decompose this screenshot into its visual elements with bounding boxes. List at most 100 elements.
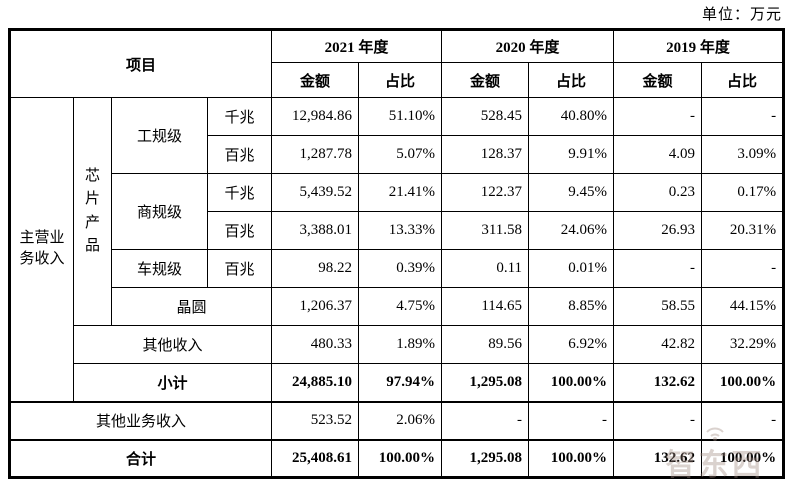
ratio-cell: 100.00% xyxy=(701,438,785,478)
row-industrial-gigabit: 主营业务收入 芯片产品 工规级 千兆 12,984.86 51.10% 528.… xyxy=(9,97,785,402)
ratio-cell: 5.07% xyxy=(358,135,443,174)
amount-cell: 25,408.61 xyxy=(271,438,360,478)
header-row-years: 项目 2021 年度 2020 年度 2019 年度 xyxy=(8,29,785,98)
label-total: 合计 xyxy=(8,438,273,478)
ratio-cell: 0.01% xyxy=(528,249,615,288)
label-other-business: 其他业务收入 xyxy=(8,400,273,440)
label-wafer: 晶圆 xyxy=(110,287,273,326)
row-automotive-hundred: 车规级 百兆 98.22 0.39% 0.11 0.01% - - xyxy=(10,249,785,288)
unit-label: 单位：万元 xyxy=(701,7,782,23)
amount-cell: 132.62 xyxy=(613,438,703,478)
ratio-cell: - xyxy=(528,400,615,440)
chip-products-text: 芯片产品 xyxy=(84,168,100,254)
row-total: 合计 25,408.61 100.00% 1,295.08 100.00% 13… xyxy=(8,438,785,478)
header-year-2019: 2019 年度 xyxy=(613,29,785,63)
ratio-cell: 9.91% xyxy=(528,135,615,174)
amount-cell: 58.55 xyxy=(613,287,703,326)
amount-cell: 89.56 xyxy=(441,325,530,364)
header-amount-2019: 金额 xyxy=(613,62,703,98)
label-hundred-mbit: 百兆 xyxy=(206,249,273,288)
amount-cell: 0.23 xyxy=(613,173,703,212)
amount-cell: 12,984.86 xyxy=(271,97,360,136)
header-item: 项目 xyxy=(8,29,273,98)
amount-cell: 1,295.08 xyxy=(441,363,530,402)
revenue-table: 项目 2021 年度 2020 年度 2019 年度 金额 占比 金额 占比 金… xyxy=(8,28,786,479)
header-year-2020: 2020 年度 xyxy=(441,29,615,63)
amount-cell: 3,388.01 xyxy=(271,211,360,250)
amount-cell: 128.37 xyxy=(441,135,530,174)
amount-cell: 0.11 xyxy=(441,249,530,288)
header-row-metrics: 金额 占比 金额 占比 金额 占比 xyxy=(10,62,785,98)
label-hundred-mbit: 百兆 xyxy=(206,211,273,250)
row-commercial-hundred: 百兆 3,388.01 13.33% 311.58 24.06% 26.93 2… xyxy=(10,211,785,250)
amount-cell: 98.22 xyxy=(271,249,360,288)
label-hundred-mbit: 百兆 xyxy=(206,135,273,174)
label-automotive-grade: 车规级 xyxy=(111,249,208,288)
ratio-cell: 51.10% xyxy=(358,97,443,136)
ratio-cell: 21.41% xyxy=(358,173,443,212)
label-chip-products: 芯片产品 xyxy=(73,97,112,326)
ratio-cell: 9.45% xyxy=(528,173,615,212)
amount-cell: 311.58 xyxy=(441,211,530,250)
amount-cell: 4.09 xyxy=(613,135,703,174)
amount-cell: 1,287.78 xyxy=(271,135,360,174)
header-ratio-2021: 占比 xyxy=(358,62,443,98)
ratio-cell: 4.75% xyxy=(358,287,443,326)
ratio-cell: - xyxy=(701,249,785,288)
header-ratio-2020: 占比 xyxy=(528,62,615,98)
ratio-cell: 97.94% xyxy=(358,363,443,402)
label-other-income: 其他收入 xyxy=(72,325,273,364)
row-other-business: 其他业务收入 523.52 2.06% - - - - xyxy=(8,400,785,440)
main-revenue-text: 主营业务收入 xyxy=(19,229,65,268)
label-subtotal: 小计 xyxy=(72,363,273,402)
header-ratio-2019: 占比 xyxy=(701,62,785,98)
amount-cell: 1,206.37 xyxy=(271,287,360,326)
ratio-cell: 44.15% xyxy=(701,287,785,326)
amount-cell: - xyxy=(613,400,703,440)
ratio-cell: 0.39% xyxy=(358,249,443,288)
ratio-cell: - xyxy=(701,400,785,440)
header-year-2021: 2021 年度 xyxy=(271,29,443,63)
amount-cell: 528.45 xyxy=(441,97,530,136)
header-amount-2020: 金额 xyxy=(441,62,530,98)
ratio-cell: 6.92% xyxy=(528,325,615,364)
header-amount-2021: 金额 xyxy=(271,62,360,98)
ratio-cell: 0.17% xyxy=(701,173,785,212)
label-commercial-grade: 商规级 xyxy=(111,173,208,250)
ratio-cell: 24.06% xyxy=(528,211,615,250)
amount-cell: - xyxy=(613,97,703,136)
ratio-cell: 100.00% xyxy=(358,438,443,478)
ratio-cell: 1.89% xyxy=(358,325,443,364)
ratio-cell: 32.29% xyxy=(701,325,785,364)
ratio-cell: 40.80% xyxy=(528,97,615,136)
amount-cell: 26.93 xyxy=(613,211,703,250)
row-commercial-gigabit: 商规级 千兆 5,439.52 21.41% 122.37 9.45% 0.23… xyxy=(10,173,785,250)
ratio-cell: 2.06% xyxy=(358,400,443,440)
amount-cell: 24,885.10 xyxy=(271,363,360,402)
label-main-revenue: 主营业务收入 xyxy=(9,97,74,402)
ratio-cell: 3.09% xyxy=(701,135,785,174)
row-subtotal: 小计 24,885.10 97.94% 1,295.08 100.00% 132… xyxy=(10,363,785,402)
ratio-cell: 8.85% xyxy=(528,287,615,326)
row-wafer: 晶圆 1,206.37 4.75% 114.65 8.85% 58.55 44.… xyxy=(10,287,785,326)
ratio-cell: 100.00% xyxy=(528,438,615,478)
amount-cell: 42.82 xyxy=(613,325,703,364)
amount-cell: 1,295.08 xyxy=(441,438,530,478)
row-industrial-hundred: 百兆 1,287.78 5.07% 128.37 9.91% 4.09 3.09… xyxy=(10,135,785,174)
amount-cell: - xyxy=(613,249,703,288)
ratio-cell: - xyxy=(701,97,785,136)
ratio-cell: 100.00% xyxy=(701,363,785,402)
ratio-cell: 13.33% xyxy=(358,211,443,250)
amount-cell: 132.62 xyxy=(613,363,703,402)
amount-cell: 523.52 xyxy=(271,400,360,440)
amount-cell: 122.37 xyxy=(441,173,530,212)
ratio-cell: 100.00% xyxy=(528,363,615,402)
amount-cell: 5,439.52 xyxy=(271,173,360,212)
ratio-cell: 20.31% xyxy=(701,211,785,250)
amount-cell: - xyxy=(441,400,530,440)
label-industrial-grade: 工规级 xyxy=(111,97,208,174)
label-gigabit: 千兆 xyxy=(206,97,273,136)
row-other-income: 其他收入 480.33 1.89% 89.56 6.92% 42.82 32.2… xyxy=(10,325,785,364)
amount-cell: 480.33 xyxy=(271,325,360,364)
